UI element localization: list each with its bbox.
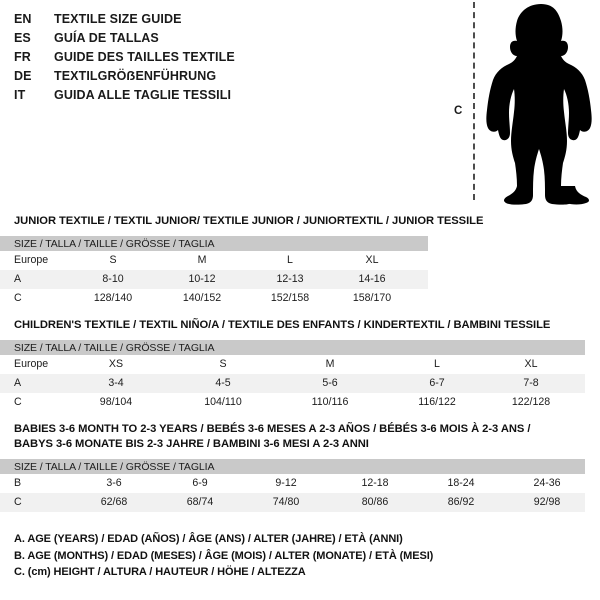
cell-size-m: M xyxy=(325,358,335,370)
cell-height-5: 86/92 xyxy=(447,496,475,508)
row-label-a: A xyxy=(14,273,22,285)
cell-age-m: 5-6 xyxy=(322,377,338,389)
cell-size-m: M xyxy=(197,254,207,266)
table-row: A 3-4 4-5 5-6 6-7 7-8 xyxy=(0,374,585,393)
language-code-es: ES xyxy=(14,31,31,45)
table-junior-size-bar-label: SIZE / TALLA / TAILLE / GRÖSSE / TAGLIA xyxy=(14,237,215,250)
cell-age-m: 10-12 xyxy=(188,273,216,285)
language-row-en: EN TEXTILE SIZE GUIDE xyxy=(14,12,314,31)
table-row: C 128/140 140/152 152/158 158/170 xyxy=(0,289,428,308)
cell-months-3: 9-12 xyxy=(275,477,297,489)
height-marker-label: C xyxy=(454,105,463,117)
cell-age-s: 4-5 xyxy=(215,377,231,389)
section-title-junior: JUNIOR TEXTILE / TEXTIL JUNIOR/ TEXTILE … xyxy=(14,215,484,227)
cell-height-2: 68/74 xyxy=(186,496,214,508)
table-children: SIZE / TALLA / TAILLE / GRÖSSE / TAGLIA … xyxy=(0,340,600,412)
section-title-babies-line2: BABYS 3-6 MONATE BIS 2-3 JAHRE / BAMBINI… xyxy=(14,438,369,450)
table-junior: SIZE / TALLA / TAILLE / GRÖSSE / TAGLIA … xyxy=(0,236,600,308)
cell-months-1: 3-6 xyxy=(106,477,122,489)
cell-size-l: L xyxy=(434,358,440,370)
cell-height-4: 80/86 xyxy=(361,496,389,508)
cell-height-m: 140/152 xyxy=(182,292,222,304)
cell-months-2: 6-9 xyxy=(192,477,208,489)
table-babies-size-bar-label: SIZE / TALLA / TAILLE / GRÖSSE / TAGLIA xyxy=(14,460,215,473)
cell-size-xl: XL xyxy=(365,254,379,266)
cell-height-3: 74/80 xyxy=(272,496,300,508)
cell-age-l: 12-13 xyxy=(276,273,304,285)
legend-row-a: A. AGE (YEARS) / EDAD (AÑOS) / ÂGE (ANS)… xyxy=(14,533,403,545)
cell-age-xs: 3-4 xyxy=(108,377,124,389)
language-row-de: DE TEXTILGRÖẞENFÜHRUNG xyxy=(14,69,314,88)
section-junior-textile: JUNIOR TEXTILE / TEXTIL JUNIOR/ TEXTILE … xyxy=(0,214,600,308)
cell-size-l: L xyxy=(287,254,293,266)
legend-row-c: C. (cm) HEIGHT / ALTURA / HAUTEUR / HÖHE… xyxy=(14,566,306,578)
cell-age-l: 6-7 xyxy=(429,377,445,389)
cell-size-xs: XS xyxy=(108,358,124,370)
cell-age-xl: 7-8 xyxy=(523,377,539,389)
language-row-es: ES GUÍA DE TALLAS xyxy=(14,31,314,50)
table-babies: SIZE / TALLA / TAILLE / GRÖSSE / TAGLIA … xyxy=(0,459,600,512)
cell-height-l: 116/122 xyxy=(418,396,456,408)
language-row-fr: FR GUIDE DES TAILLES TEXTILE xyxy=(14,50,314,69)
row-label-europe: Europe xyxy=(14,254,49,266)
language-code-en: EN xyxy=(14,12,32,26)
language-code-fr: FR xyxy=(14,50,31,64)
cell-months-4: 12-18 xyxy=(361,477,389,489)
cell-height-s: 128/140 xyxy=(93,292,133,304)
legend-row-b: B. AGE (MONTHS) / EDAD (MESES) / ÂGE (MO… xyxy=(14,549,434,562)
language-code-it: IT xyxy=(14,88,26,102)
language-title-de: TEXTILGRÖẞENFÜHRUNG xyxy=(54,69,217,83)
cell-size-s: S xyxy=(109,254,117,266)
row-label-a: A xyxy=(14,377,22,389)
cell-size-xl: XL xyxy=(524,358,538,370)
table-children-size-bar: SIZE / TALLA / TAILLE / GRÖSSE / TAGLIA xyxy=(0,340,585,355)
cell-height-xs: 98/104 xyxy=(99,396,133,408)
height-dashed-line xyxy=(473,2,475,200)
language-title-es: GUÍA DE TALLAS xyxy=(54,31,159,45)
cell-age-xl: 14-16 xyxy=(358,273,386,285)
cell-height-l: 152/158 xyxy=(270,292,310,304)
cell-height-xl: 122/128 xyxy=(511,396,551,408)
cell-height-1: 62/68 xyxy=(100,496,128,508)
row-label-c: C xyxy=(14,496,22,508)
row-label-b: B xyxy=(14,477,22,489)
section-title-children: CHILDREN'S TEXTILE / TEXTIL NIÑO/A / TEX… xyxy=(14,319,551,331)
height-measurement-figure: C xyxy=(440,0,600,210)
cell-height-6: 92/98 xyxy=(533,496,561,508)
table-row: C 98/104 104/110 110/116 116/122 122/128 xyxy=(0,393,585,412)
language-title-fr: GUIDE DES TAILLES TEXTILE xyxy=(54,50,235,64)
cell-height-m: 110/116 xyxy=(311,396,349,408)
cell-size-s: S xyxy=(219,358,227,370)
row-label-c: C xyxy=(14,396,22,408)
table-children-size-bar-label: SIZE / TALLA / TAILLE / GRÖSSE / TAGLIA xyxy=(14,341,215,354)
language-title-it: GUIDA ALLE TAGLIE TESSILI xyxy=(54,88,232,102)
cell-height-xl: 158/170 xyxy=(352,292,392,304)
cell-age-s: 8-10 xyxy=(102,273,124,285)
row-label-europe: Europe xyxy=(14,358,49,370)
language-title-list: EN TEXTILE SIZE GUIDE ES GUÍA DE TALLAS … xyxy=(14,12,314,107)
row-label-c: C xyxy=(14,292,22,304)
section-title-babies-line1: BABIES 3-6 MONTH TO 2-3 YEARS / BEBÉS 3-… xyxy=(14,423,531,435)
table-row: Europe S M L XL xyxy=(0,251,428,270)
table-row: A 8-10 10-12 12-13 14-16 xyxy=(0,270,428,289)
cell-months-5: 18-24 xyxy=(447,477,475,489)
measurement-legend: A. AGE (YEARS) / EDAD (AÑOS) / ÂGE (ANS)… xyxy=(14,531,514,581)
table-junior-size-bar: SIZE / TALLA / TAILLE / GRÖSSE / TAGLIA xyxy=(0,236,428,251)
language-code-de: DE xyxy=(14,69,32,83)
language-title-en: TEXTILE SIZE GUIDE xyxy=(54,12,182,26)
language-row-it: IT GUIDA ALLE TAGLIE TESSILI xyxy=(14,88,314,107)
table-row: B 3-6 6-9 9-12 12-18 18-24 24-36 xyxy=(0,474,585,493)
table-babies-size-bar: SIZE / TALLA / TAILLE / GRÖSSE / TAGLIA xyxy=(0,459,585,474)
table-row: C 62/68 68/74 74/80 80/86 86/92 92/98 xyxy=(0,493,585,512)
cell-months-6: 24-36 xyxy=(533,477,561,489)
cell-height-s: 104/110 xyxy=(204,396,242,408)
section-babies-textile: BABIES 3-6 MONTH TO 2-3 YEARS / BEBÉS 3-… xyxy=(0,422,600,512)
section-childrens-textile: CHILDREN'S TEXTILE / TEXTIL NIÑO/A / TEX… xyxy=(0,318,600,412)
table-row: Europe XS S M L XL xyxy=(0,355,585,374)
toddler-silhouette-icon xyxy=(486,4,592,205)
